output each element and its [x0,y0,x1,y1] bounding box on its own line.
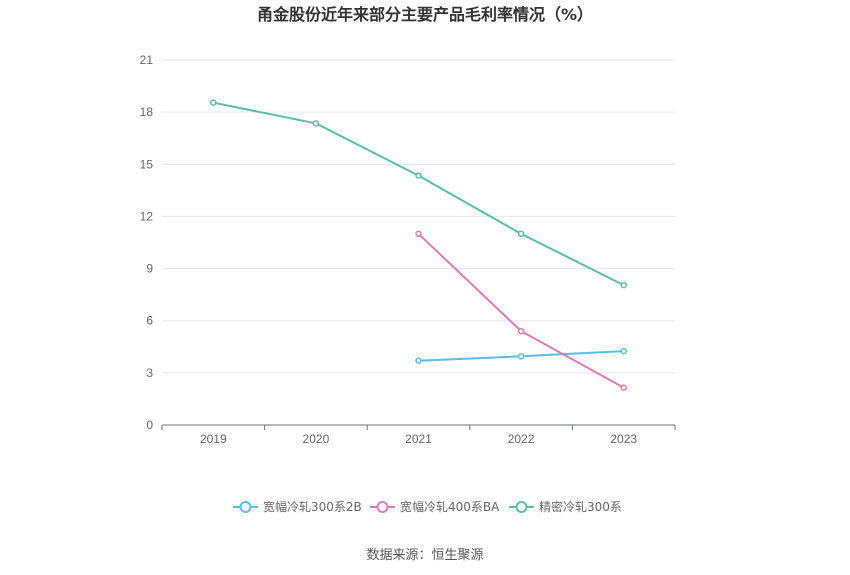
y-tick-label: 18 [140,105,154,119]
y-tick-label: 6 [146,314,153,328]
data-point [620,281,627,289]
series-layer [210,99,627,391]
legend-item: 精密冷轧300系 [509,499,622,514]
series-line [417,233,625,389]
y-tick-label: 15 [140,157,154,171]
data-point [415,357,422,364]
series-3 [210,99,627,289]
data-point [620,347,627,355]
data-point [312,120,320,127]
chart-title: 甬金股份近年来部分主要产品毛利率情况（%） [257,5,593,24]
legend: 宽幅冷轧300系2B 宽幅冷轧400系BA 精密冷轧300系 [233,499,622,514]
x-tick-label: 2022 [508,432,535,446]
y-tick-label: 21 [140,53,154,67]
data-point [620,384,627,391]
y-axis: 0 3 6 9 12 15 18 21 [140,53,154,432]
y-tick-label: 0 [146,418,153,432]
legend-item: 宽幅冷轧300系2B [233,499,362,514]
series-1 [415,347,627,364]
x-tick-label: 2023 [610,432,637,446]
y-tick-label: 9 [146,262,153,276]
x-axis: 2019 2020 2021 2022 2023 [161,424,676,446]
data-point [415,230,422,238]
source-note: 数据来源：恒生聚源 [366,548,483,563]
x-tick-label: 2021 [405,432,432,446]
legend-label: 宽幅冷轧300系2B [263,499,362,514]
x-tick-label: 2019 [200,432,227,446]
series-2 [415,230,627,391]
data-point [517,327,525,335]
legend-marker [515,501,528,513]
legend-item: 宽幅冷轧400系BA [370,499,500,514]
data-point [517,230,525,238]
legend-label: 精密冷轧300系 [539,499,622,514]
legend-marker [376,501,389,513]
data-point [210,99,217,106]
series-line [213,101,625,286]
legend-marker [239,501,252,513]
data-point [517,353,525,360]
legend-label: 宽幅冷轧400系BA [400,499,500,514]
y-tick-label: 3 [146,366,153,380]
y-tick-label: 12 [140,209,154,223]
data-point [415,172,422,179]
x-tick-label: 2020 [303,432,330,446]
grid [162,59,675,374]
